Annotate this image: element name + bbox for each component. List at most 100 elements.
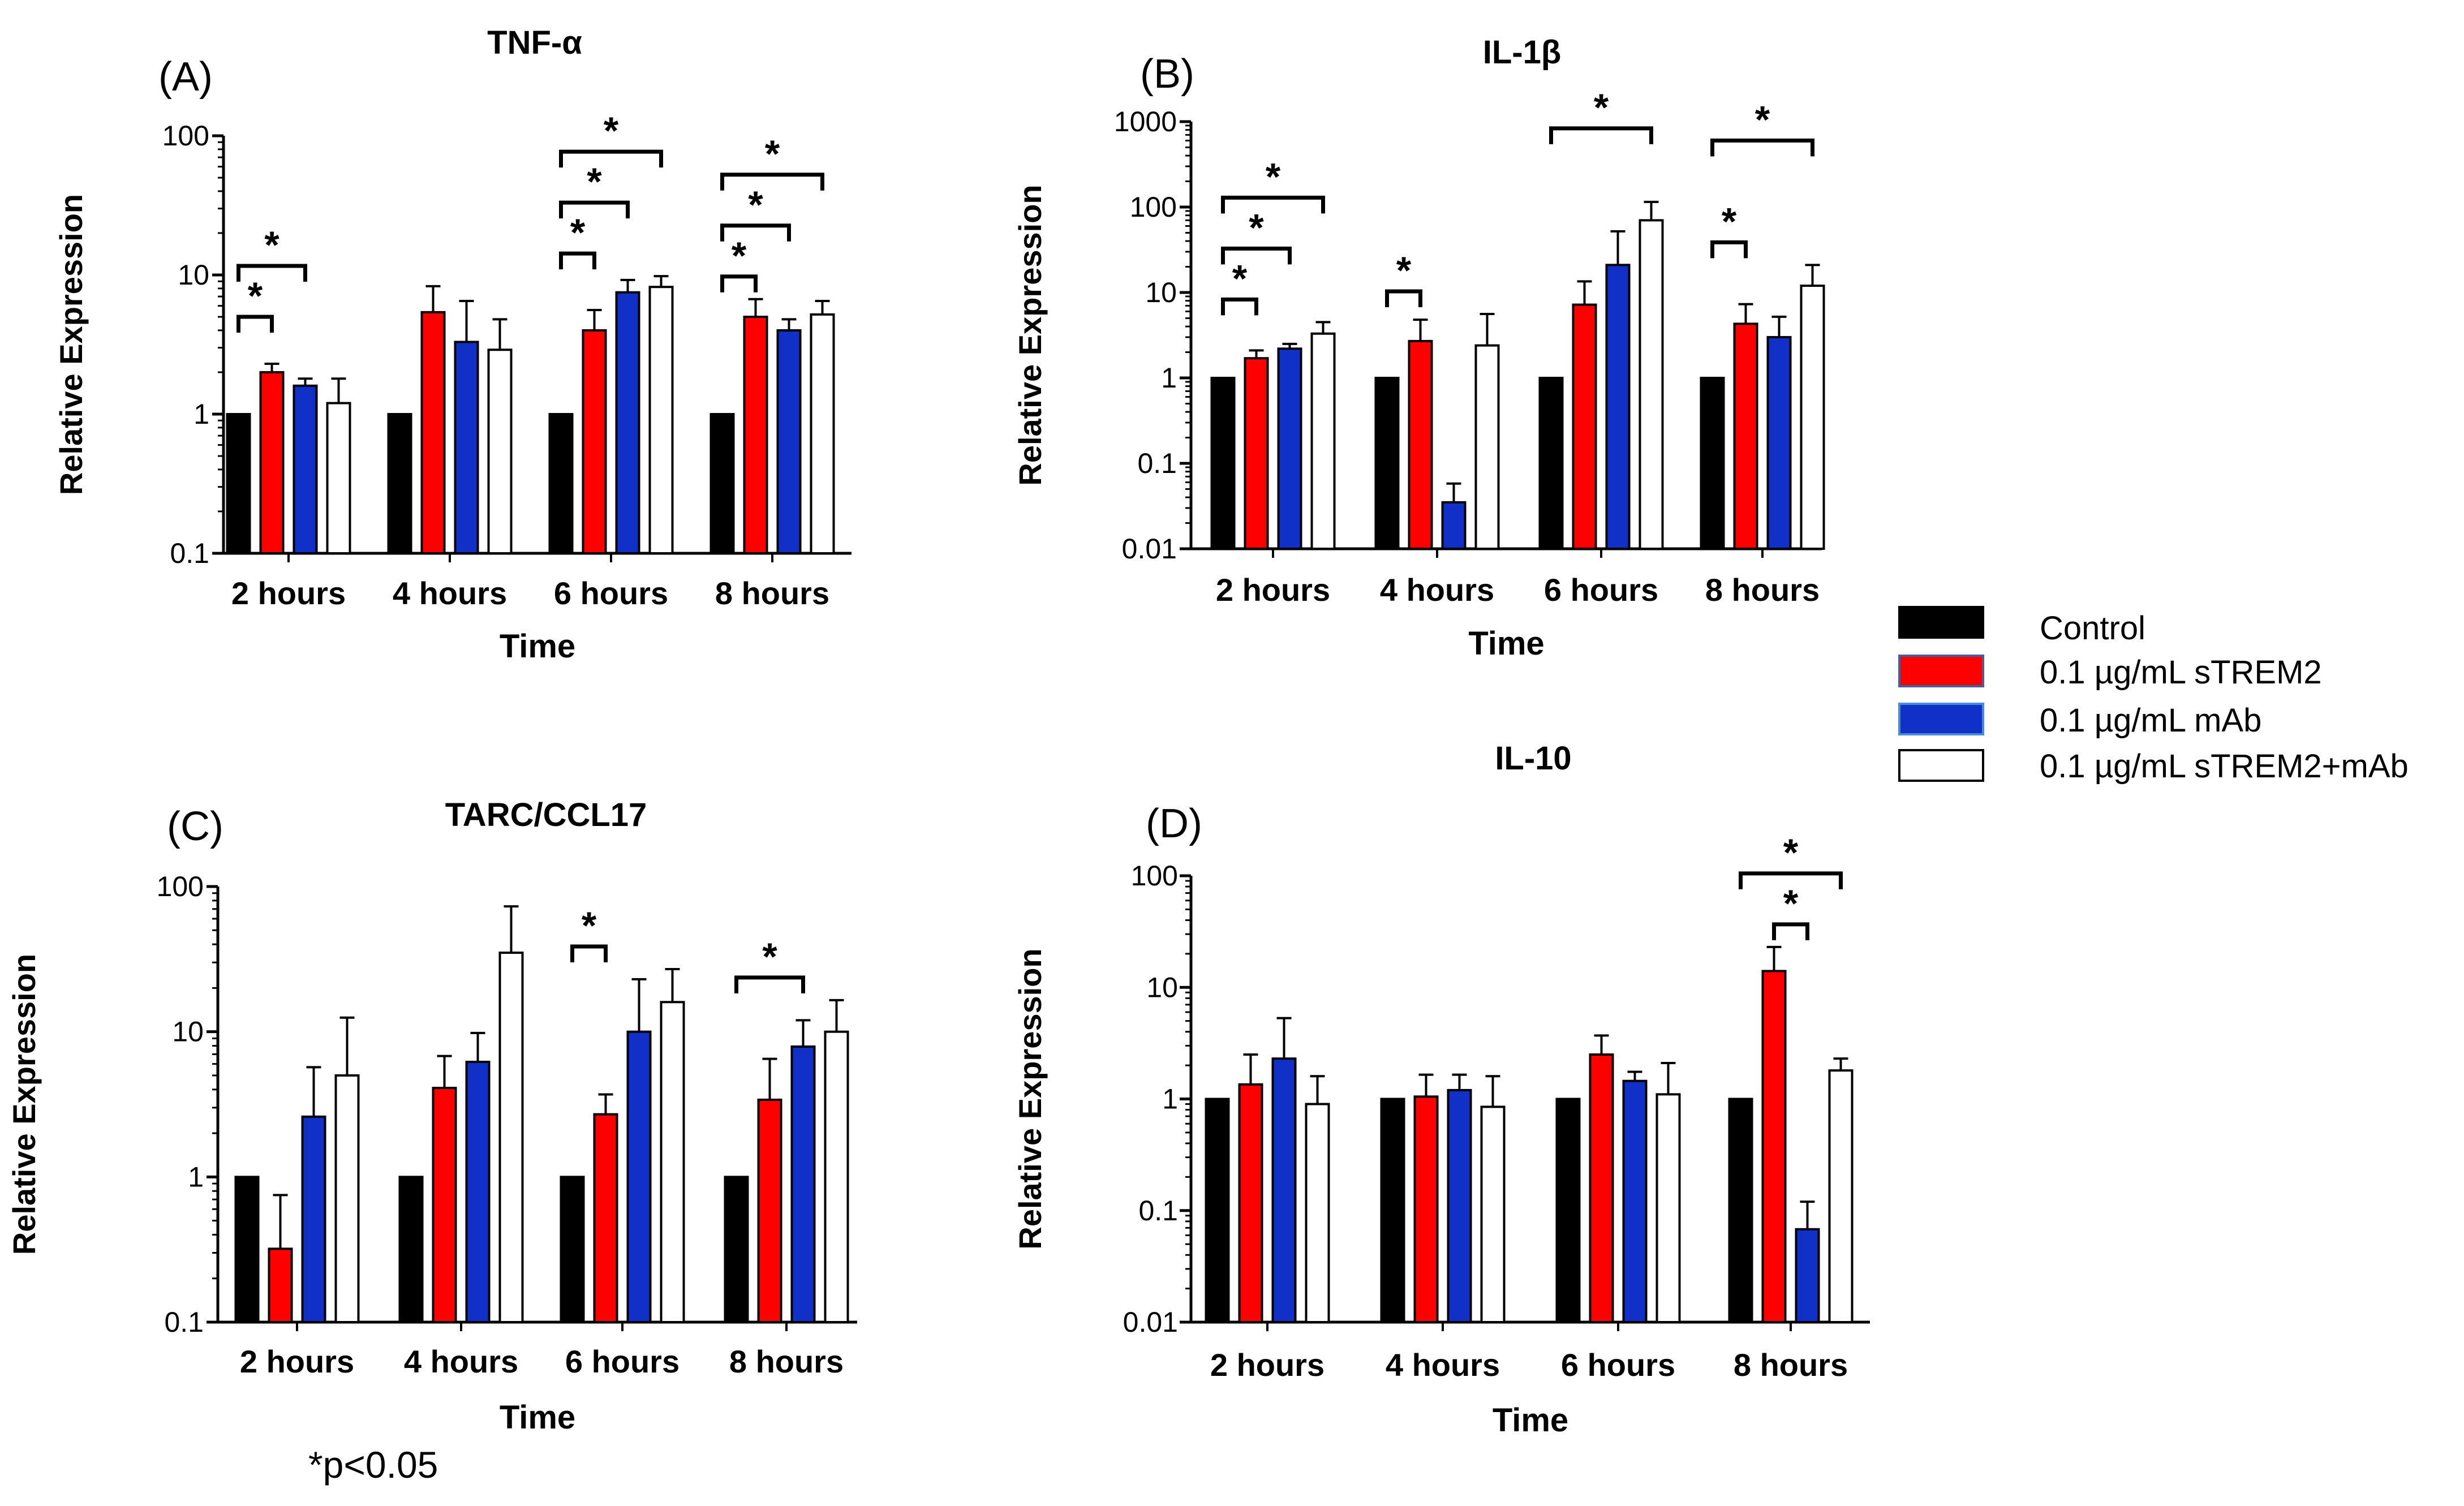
significance-star: * xyxy=(1266,155,1281,198)
y-tick-label: 0.1 xyxy=(1137,448,1177,479)
y-axis-label: Relative Expression xyxy=(1012,184,1048,485)
bar-0-1-g-ml-strem2-mab xyxy=(334,1074,360,1323)
significance-bracket xyxy=(1710,138,1814,157)
bar-0-1-g-ml-mab xyxy=(1605,264,1631,550)
bar-0-1-g-ml-strem2-mab xyxy=(810,313,835,554)
significance-bracket xyxy=(1221,195,1325,214)
y-tick-label: 0.1 xyxy=(170,537,209,569)
panels: (A) TNF-α 0.1 1 10 100 Relative Expression Time… xyxy=(6,24,1870,1439)
bar-control xyxy=(709,413,735,554)
bar-0-1-g-ml-mab xyxy=(1271,1057,1297,1323)
bar-0-1-g-ml-strem2 xyxy=(1589,1053,1614,1323)
significance-footnote: *p<0.05 xyxy=(308,1444,438,1486)
bar-0-1-g-ml-mab xyxy=(1441,501,1467,550)
bar-0-1-g-ml-mab xyxy=(1277,347,1302,550)
bar-0-1-g-ml-mab xyxy=(626,1030,652,1323)
bar-control xyxy=(234,1176,260,1323)
significance-star: * xyxy=(1249,206,1264,249)
legend-label-mab: 0.1 µg/mL mAb xyxy=(2040,702,2261,739)
x-tick-label: 4 hours xyxy=(1380,572,1494,608)
x-tick-label: 2 hours xyxy=(1216,572,1330,608)
bar-0-1-g-ml-strem2-mab xyxy=(1639,219,1664,550)
significance-star: * xyxy=(732,234,747,277)
significance-bracket xyxy=(1739,871,1843,889)
significance-bracket xyxy=(1772,922,1809,940)
bar-0-1-g-ml-strem2 xyxy=(1238,1083,1263,1323)
bar-0-1-g-ml-mab xyxy=(1795,1228,1820,1323)
legend-label-strem2: 0.1 µg/mL sTREM2 xyxy=(2040,654,2322,691)
x-tick-label: 2 hours xyxy=(240,1344,354,1379)
bar-0-1-g-ml-strem2-mab xyxy=(326,402,351,554)
significance-star: * xyxy=(1232,257,1248,300)
bar-0-1-g-ml-mab xyxy=(1766,335,1792,550)
bar-0-1-g-ml-strem2-mab xyxy=(487,348,513,555)
y-tick-label: 10 xyxy=(1145,277,1177,308)
y-axis-label: Relative Expression xyxy=(1012,948,1048,1249)
bar-0-1-g-ml-mab xyxy=(1622,1079,1648,1323)
y-tick-label: 100 xyxy=(1131,860,1178,892)
significance-bracket xyxy=(559,200,630,219)
legend-item-mab: 0.1 µg/mL mAb xyxy=(1898,702,2261,739)
x-tick-label: 6 hours xyxy=(554,575,668,611)
x-tick-label: 8 hours xyxy=(1734,1347,1848,1383)
bar-0-1-g-ml-mab xyxy=(776,329,802,554)
bar-0-1-g-ml-strem2 xyxy=(1408,339,1433,550)
bar-control xyxy=(398,1176,424,1323)
y-tick-label: 0.01 xyxy=(1123,1306,1178,1338)
bar-0-1-g-ml-strem2 xyxy=(1244,357,1269,550)
x-axis-label: Time xyxy=(500,1399,575,1436)
bar-0-1-g-ml-strem2 xyxy=(1761,970,1787,1323)
chart-title: IL-1β xyxy=(1483,34,1562,71)
chart-panel-3: (C) TARC/CCL17 0.1 1 10 100 Relative Expressio… xyxy=(6,797,857,1436)
bar-0-1-g-ml-strem2 xyxy=(259,371,285,554)
y-axis-label: Relative Expression xyxy=(53,194,89,495)
significance-bracket xyxy=(1710,240,1748,259)
bar-0-1-g-ml-strem2 xyxy=(1572,303,1597,550)
bar-0-1-g-ml-strem2 xyxy=(1413,1095,1439,1324)
x-tick-label: 4 hours xyxy=(393,575,507,611)
significance-star: * xyxy=(582,904,597,947)
bar-0-1-g-ml-strem2 xyxy=(743,316,768,555)
x-tick-label: 4 hours xyxy=(404,1344,518,1379)
bar-0-1-g-ml-mab xyxy=(790,1045,816,1323)
bar-control xyxy=(560,1176,585,1323)
bar-control xyxy=(724,1176,749,1323)
bar-0-1-g-ml-strem2 xyxy=(420,311,446,554)
x-tick-label: 2 hours xyxy=(1210,1347,1325,1383)
bar-0-1-g-ml-strem2 xyxy=(582,329,607,554)
bar-0-1-g-ml-mab xyxy=(293,384,318,554)
significance-star: * xyxy=(765,132,780,175)
bar-control xyxy=(548,413,574,554)
significance-bracket xyxy=(1221,297,1258,316)
y-tick-label: 10 xyxy=(172,1016,204,1048)
bar-0-1-g-ml-strem2-mab xyxy=(498,952,524,1324)
chart-panel-2: (B) IL-1β 0.01 0.1 1 10 100 1000 Relative Expres… xyxy=(1012,34,1825,662)
panel-label: (B) xyxy=(1140,51,1194,97)
y-tick-label: 0.1 xyxy=(1138,1195,1178,1227)
bar-0-1-g-ml-strem2-mab xyxy=(660,1001,685,1323)
significance-star: * xyxy=(570,211,586,254)
significance-star: * xyxy=(748,183,763,226)
x-tick-label: 8 hours xyxy=(729,1344,844,1379)
x-tick-label: 6 hours xyxy=(565,1344,680,1379)
x-tick-label: 8 hours xyxy=(715,575,829,611)
bar-0-1-g-ml-strem2 xyxy=(1733,322,1758,550)
bar-0-1-g-ml-strem2-mab xyxy=(1800,285,1825,550)
x-axis-label: Time xyxy=(1468,625,1544,662)
y-tick-label: 0.01 xyxy=(1122,533,1177,565)
bar-0-1-g-ml-strem2 xyxy=(593,1113,618,1323)
legend: Control 0.1 µg/mL sTREM2 0.1 µg/mL mAb 0… xyxy=(1898,606,2409,785)
x-tick-label: 8 hours xyxy=(1705,572,1820,608)
x-tick-label: 6 hours xyxy=(1561,1347,1675,1383)
significance-star: * xyxy=(1755,98,1770,141)
bar-0-1-g-ml-strem2-mab xyxy=(1480,1105,1506,1323)
significance-bracket xyxy=(570,944,608,962)
x-axis-label: Time xyxy=(500,628,575,665)
x-tick-label: 2 hours xyxy=(231,575,346,611)
y-tick-label: 0.1 xyxy=(164,1306,204,1338)
bar-control xyxy=(1374,377,1400,550)
bar-0-1-g-ml-mab xyxy=(1447,1088,1472,1323)
bar-control xyxy=(1555,1098,1581,1323)
y-tick-label: 1 xyxy=(193,398,209,430)
